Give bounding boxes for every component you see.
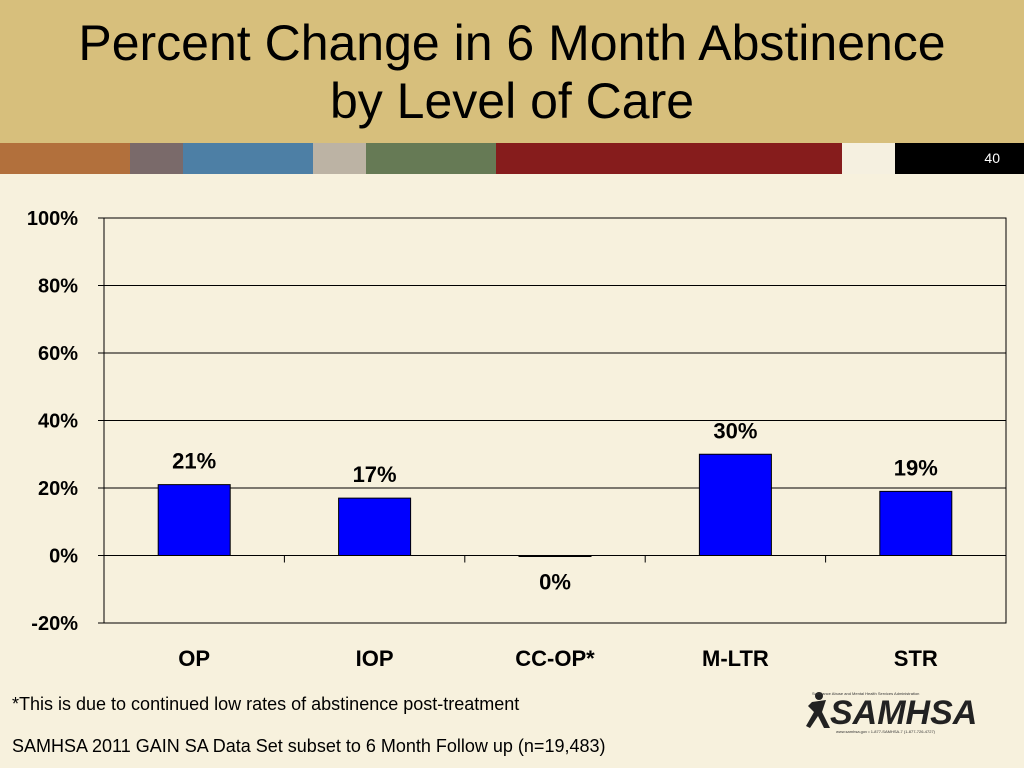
y-tick-label: 100% bbox=[27, 208, 78, 230]
x-category-label: CC-OP* bbox=[515, 646, 595, 671]
bar bbox=[879, 490, 953, 556]
logo-wordmark: SAMHSA bbox=[830, 694, 978, 732]
footnote: *This is due to continued low rates of a… bbox=[12, 694, 520, 714]
y-tick-label: 80% bbox=[38, 276, 78, 298]
title-band bbox=[0, 0, 1024, 143]
data-label: 17% bbox=[353, 462, 397, 487]
slide-number: 40 bbox=[984, 150, 1000, 166]
stripe-segment bbox=[183, 143, 313, 174]
bar bbox=[157, 484, 231, 556]
data-label: 30% bbox=[713, 418, 757, 443]
data-label: 19% bbox=[894, 455, 938, 480]
source-note: SAMHSA 2011 GAIN SA Data Set subset to 6… bbox=[12, 736, 606, 756]
logo-contact: www.samhsa.gov • 1-877-SAMHSA-7 (1-877-7… bbox=[836, 729, 935, 734]
stripe-segment bbox=[496, 143, 842, 174]
stripe-segment bbox=[366, 143, 496, 174]
samhsa-figure-icon bbox=[806, 692, 830, 728]
logo-tagline: Substance Abuse and Mental Health Servic… bbox=[812, 691, 920, 696]
bar bbox=[338, 497, 412, 556]
slide-title-line2: by Level of Care bbox=[329, 73, 695, 129]
stripe-segment bbox=[0, 143, 130, 174]
stripe-segment bbox=[895, 143, 1024, 174]
bar-chart: 100% 80% 60% 40% 20% 0% -20% 21% OP 17% IOP 0% CC-OP… bbox=[27, 208, 1007, 671]
y-tick-label: 40% bbox=[38, 411, 78, 433]
data-label: 0% bbox=[539, 570, 571, 595]
bar bbox=[698, 453, 772, 556]
color-stripe bbox=[0, 143, 1024, 174]
y-tick-label: 0% bbox=[49, 546, 78, 568]
stripe-segment bbox=[842, 143, 895, 174]
x-category-label: STR bbox=[894, 646, 938, 671]
stripe-segment bbox=[313, 143, 366, 174]
x-category-label: IOP bbox=[356, 646, 394, 671]
y-tick-label: 60% bbox=[38, 343, 78, 365]
x-category-label: M-LTR bbox=[702, 646, 769, 671]
stripe-segment bbox=[130, 143, 183, 174]
slide-title: Percent Change in 6 Month Abstinence by … bbox=[0, 14, 1024, 130]
y-tick-label: 20% bbox=[38, 478, 78, 500]
slide-title-line1: Percent Change in 6 Month Abstinence bbox=[78, 15, 946, 71]
x-category-label: OP bbox=[178, 646, 210, 671]
y-tick-label: -20% bbox=[31, 613, 78, 635]
data-label: 21% bbox=[172, 449, 216, 474]
